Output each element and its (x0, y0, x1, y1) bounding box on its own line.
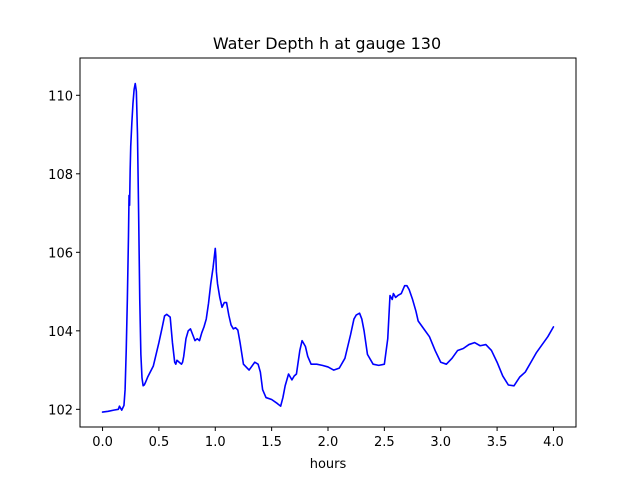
x-axis-label: hours (310, 457, 347, 472)
x-tick-label: 2.5 (374, 435, 395, 450)
x-tick-label: 0.0 (92, 435, 113, 450)
y-tick-label: 110 (48, 89, 73, 104)
x-tick-label: 1.5 (261, 435, 282, 450)
x-tick-label: 3.5 (487, 435, 508, 450)
x-tick-label: 0.5 (149, 435, 170, 450)
chart-title: Water Depth h at gauge 130 (213, 34, 441, 53)
y-axis: 102 104 106 108 110 (48, 89, 80, 418)
y-tick-label: 104 (48, 325, 73, 340)
x-tick-label: 4.0 (543, 435, 564, 450)
x-tick-label: 3.0 (430, 435, 451, 450)
x-axis: 0.0 0.5 1.0 1.5 2.0 2.5 3.0 3.5 4.0 (92, 427, 564, 450)
series-line (101, 82, 555, 413)
series-layer (101, 82, 555, 413)
y-tick-label: 108 (48, 168, 73, 183)
x-tick-label: 1.0 (205, 435, 226, 450)
y-tick-label: 102 (48, 403, 73, 418)
x-tick-label: 2.0 (318, 435, 339, 450)
y-tick-label: 106 (48, 246, 73, 261)
